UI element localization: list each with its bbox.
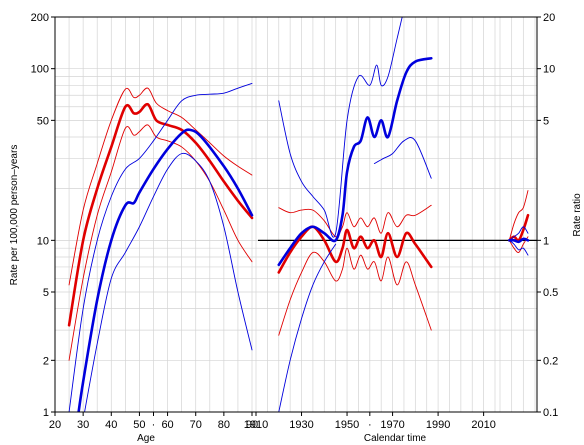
calendar-blue-ci-upper-tail-line bbox=[373, 137, 432, 179]
y-tick-label-left: 10 bbox=[37, 235, 49, 247]
tick-label-layer: 1 2 5 10 50 100 200 0.1 0.2 0.5 1 5 10 20 20 30 40 50 · 60 7… bbox=[31, 12, 559, 431]
y-tick-label-right: 10 bbox=[543, 64, 555, 76]
x-tick-label: 50 bbox=[133, 419, 145, 431]
x-tick-label: 20 bbox=[49, 419, 61, 431]
y-tick-label-left: 100 bbox=[31, 64, 49, 76]
age-red-ci-lower-line bbox=[68, 124, 253, 361]
x-tick-label: 60 bbox=[161, 419, 173, 431]
age-blue-ci-upper-line bbox=[68, 83, 253, 412]
x-tick-label: · bbox=[152, 419, 156, 431]
x-tick-label: 1910 bbox=[244, 419, 268, 431]
recent-red-ci-lower-line bbox=[508, 236, 529, 253]
y-tick-label-right: 0.1 bbox=[543, 407, 558, 419]
y-tick-label-right: 0.2 bbox=[543, 355, 558, 367]
x-axis-title-age: Age bbox=[137, 433, 155, 444]
grid-lines bbox=[54, 16, 537, 413]
calendar-blue-ci-upper-line bbox=[278, 17, 403, 238]
y-tick-label-right: 20 bbox=[543, 12, 555, 24]
x-tick-label: 40 bbox=[105, 419, 117, 431]
age-red-ci-upper-line bbox=[68, 87, 253, 286]
x-tick-label: 30 bbox=[77, 419, 89, 431]
x-tick-label: 70 bbox=[190, 419, 202, 431]
y-tick-label-right: 5 bbox=[543, 115, 549, 127]
x-tick-label: 80 bbox=[218, 419, 230, 431]
tick-layer bbox=[51, 16, 541, 416]
x-tick-label: 1930 bbox=[289, 419, 313, 431]
x-tick-label: 1970 bbox=[380, 419, 404, 431]
recent-blue-ci-lower-line bbox=[508, 239, 529, 256]
y-tick-label-left: 5 bbox=[43, 287, 49, 299]
x-tick-label: 2010 bbox=[471, 419, 495, 431]
y-tick-label-right: 0.5 bbox=[543, 287, 558, 299]
calendar-red-ci-lower-line bbox=[278, 247, 432, 336]
plot-frame bbox=[54, 16, 538, 413]
x-tick-label: 1990 bbox=[426, 419, 450, 431]
y-axis-title-left: Rate per 100,000 person–years bbox=[9, 145, 20, 286]
recent-blue-ci-upper-line bbox=[508, 226, 529, 241]
x-tick-label: · bbox=[368, 419, 372, 431]
calendar-blue-ci-lower-line bbox=[278, 243, 337, 412]
y-tick-label-left: 200 bbox=[31, 12, 49, 24]
y-tick-label-left: 50 bbox=[37, 115, 49, 127]
y-tick-label-right: 1 bbox=[543, 235, 549, 247]
age-red-estimate-line bbox=[67, 102, 254, 327]
recent-blue-estimate-line bbox=[508, 237, 530, 244]
x-axis-title-calendar: Calendar time bbox=[364, 433, 427, 444]
calendar-blue-estimate-line bbox=[277, 56, 433, 267]
x-tick-label: 1950 bbox=[335, 419, 359, 431]
calendar-red-ci-upper-line bbox=[278, 204, 432, 238]
age-blue-ci-lower-line bbox=[84, 152, 253, 412]
y-axis-title-right: Rate ratio bbox=[572, 193, 583, 237]
age-blue-estimate-line bbox=[77, 128, 254, 412]
series-layer bbox=[67, 17, 530, 412]
recent-red-ci-upper-line bbox=[508, 190, 529, 241]
x-tick-label: 90 bbox=[246, 419, 258, 431]
y-tick-label-left: 1 bbox=[43, 407, 49, 419]
y-tick-label-left: 2 bbox=[43, 355, 49, 367]
